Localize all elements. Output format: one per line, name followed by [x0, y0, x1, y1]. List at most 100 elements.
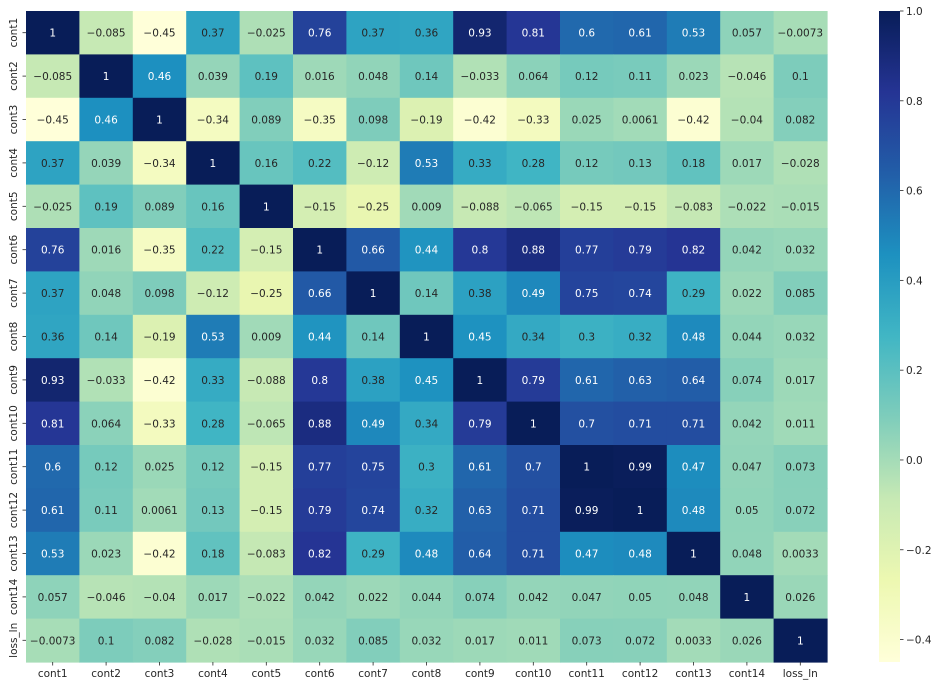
heatmap-cell-cont3-cont7 — [346, 97, 401, 142]
heatmap-cell-cont5-cont9 — [453, 184, 508, 229]
heatmap-cell-cont2-cont10 — [506, 54, 561, 99]
cell-value-label: 0.29 — [361, 549, 384, 561]
heatmap-cell-cont4-cont6 — [293, 141, 347, 186]
heatmap-cell-cont10-cont4 — [186, 401, 241, 446]
heatmap-cell-cont7-cont10 — [506, 271, 561, 316]
cell-value-label: −0.083 — [674, 201, 713, 213]
cell-value-label: −0.025 — [247, 28, 286, 40]
heatmap-cell-cont7-cont8 — [399, 271, 454, 316]
heatmap-cell-cont6-cont6 — [293, 228, 347, 272]
cell-value-label: −0.022 — [247, 592, 286, 604]
cell-value-label: 0.039 — [91, 158, 121, 170]
cell-value-label: −0.088 — [460, 201, 499, 213]
cell-value-label: 0.082 — [785, 115, 815, 127]
heatmap-cell-cont13-cont10 — [506, 531, 561, 576]
heatmap-cell-loss_ln-cont10 — [506, 618, 561, 663]
cell-value-label: 0.45 — [468, 332, 491, 344]
cell-value-label: 0.085 — [785, 288, 815, 300]
cell-value-label: 0.14 — [94, 332, 118, 344]
cell-value-label: 0.057 — [38, 592, 68, 604]
heatmap-cell-cont8-cont1 — [26, 314, 80, 359]
x-tick-label: cont9 — [465, 668, 495, 680]
cell-value-label: 0.3 — [578, 332, 595, 344]
cell-value-label: 0.36 — [41, 332, 65, 344]
heatmap-cell-cont5-cont7 — [346, 184, 401, 229]
y-tick-label: cont8 — [8, 322, 20, 352]
heatmap-cell-cont10-cont8 — [399, 401, 454, 446]
cell-value-label: 0.61 — [628, 28, 651, 40]
heatmap-cell-cont13-cont9 — [453, 531, 508, 576]
heatmap-cell-cont1-cont13 — [666, 11, 721, 55]
cell-value-label: 0.12 — [94, 462, 117, 474]
cell-value-label: 0.16 — [201, 201, 225, 213]
heatmap-cell-loss_ln-cont5 — [239, 618, 294, 663]
heatmap-cell-cont11-cont12 — [613, 445, 668, 489]
colorbar-tick-label: 1.0 — [906, 6, 923, 18]
heatmap-cell-cont11-cont8 — [399, 445, 454, 489]
cell-value-label: 1 — [156, 115, 163, 127]
colorbar-tick-label: 0.0 — [906, 455, 923, 467]
cell-value-label: −0.022 — [727, 201, 766, 213]
cell-value-label: −0.35 — [143, 245, 175, 257]
heatmap-cell-cont14-cont5 — [239, 575, 294, 620]
heatmap-cell-cont3-cont2 — [79, 97, 134, 142]
heatmap-cell-cont13-cont13 — [666, 531, 721, 576]
heatmap-cell-cont4-cont12 — [613, 141, 668, 186]
cell-value-label: 0.19 — [255, 71, 278, 83]
cell-value-label: −0.033 — [87, 375, 126, 387]
heatmap-cell-cont1-cont5 — [239, 11, 294, 55]
heatmap-cell-cont7-cont13 — [666, 271, 721, 316]
cell-value-label: −0.19 — [143, 332, 175, 344]
heatmap-cell-cont1-cont7 — [346, 11, 401, 55]
heatmap-cell-cont2-loss_ln — [773, 54, 828, 99]
heatmap-cell-cont8-cont3 — [132, 314, 187, 359]
cell-value-label: 0.16 — [255, 158, 279, 170]
cell-value-label: 0.0033 — [782, 549, 819, 561]
cell-value-label: −0.088 — [247, 375, 286, 387]
cell-value-label: 1 — [477, 375, 484, 387]
cell-value-label: 0.022 — [358, 592, 388, 604]
heatmap-cell-cont6-cont9 — [453, 228, 508, 272]
heatmap-cell-cont5-cont8 — [399, 184, 454, 229]
heatmap-cell-cont8-cont9 — [453, 314, 508, 359]
cell-value-label: 0.61 — [41, 505, 64, 517]
heatmap-cell-cont9-cont8 — [399, 358, 454, 403]
cell-value-label: 0.82 — [682, 245, 705, 257]
heatmap-cell-cont9-cont9 — [453, 358, 508, 403]
heatmap-cell-cont1-cont6 — [293, 11, 347, 55]
y-axis-ticks: cont1 cont2 cont3 cont4 cont5 cont6 cont7 cont8… — [8, 18, 26, 658]
cell-value-label: 0.53 — [682, 28, 705, 40]
cell-value-label: −0.15 — [304, 201, 336, 213]
cell-value-label: 1 — [583, 462, 590, 474]
heatmap-cell-cont12-cont2 — [79, 488, 134, 533]
cell-value-label: 0.48 — [415, 549, 438, 561]
cell-value-label: 0.34 — [415, 418, 439, 430]
heatmap-cell-loss_ln-cont14 — [720, 618, 775, 663]
heatmap-cell-cont3-cont11 — [560, 97, 614, 142]
heatmap-cell-cont12-cont3 — [132, 488, 187, 533]
heatmap-cell-cont8-cont11 — [560, 314, 614, 359]
heatmap-cell-cont14-cont6 — [293, 575, 347, 620]
cell-value-label: −0.42 — [677, 115, 709, 127]
heatmap-cell-cont7-cont6 — [293, 271, 347, 316]
heatmap-cell-cont10-cont1 — [26, 401, 80, 446]
heatmap-cell-loss_ln-cont12 — [613, 618, 668, 663]
cell-value-label: 0.098 — [358, 115, 388, 127]
cell-value-label: 0.76 — [41, 245, 65, 257]
heatmap-cell-cont3-cont10 — [506, 97, 561, 142]
cell-value-label: −0.0073 — [778, 28, 824, 40]
cell-value-label: −0.15 — [571, 201, 603, 213]
cell-value-label: 0.34 — [522, 332, 546, 344]
heatmap-cell-cont11-cont3 — [132, 445, 187, 489]
cell-value-label: 1 — [103, 71, 110, 83]
cell-value-label: 0.14 — [361, 332, 385, 344]
heatmap-cell-cont9-cont7 — [346, 358, 401, 403]
heatmap-cell-cont3-cont14 — [720, 97, 775, 142]
y-tick-label: cont12 — [8, 492, 20, 528]
cell-value-label: 0.074 — [732, 375, 762, 387]
heatmap-cell-cont9-cont11 — [560, 358, 614, 403]
cell-value-label: 0.017 — [732, 158, 762, 170]
cell-value-label: −0.04 — [731, 115, 763, 127]
cell-value-label: 0.11 — [94, 505, 117, 517]
